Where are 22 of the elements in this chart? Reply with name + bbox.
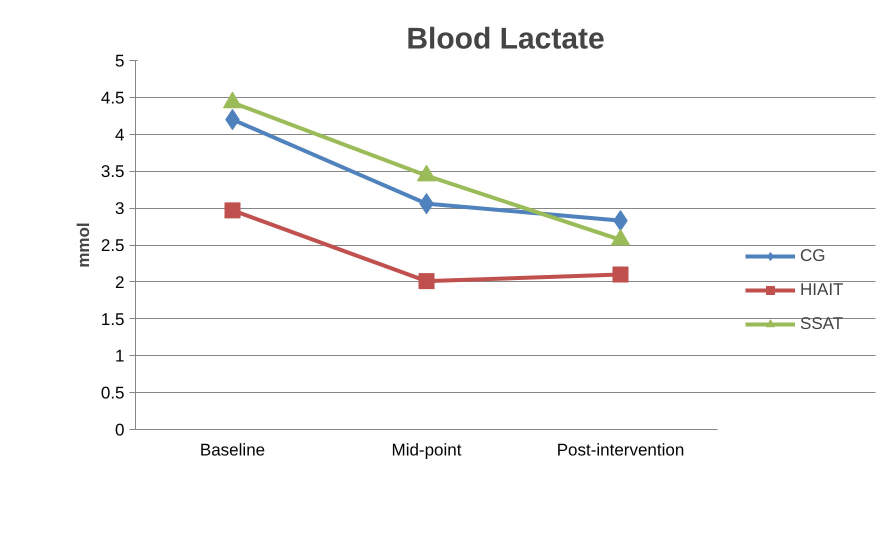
y-tick-label: 3.5 xyxy=(100,162,125,182)
y-tick-label: 5 xyxy=(115,52,125,70)
chart-title: Blood Lactate xyxy=(406,22,605,56)
y-axis-title: mmol xyxy=(74,222,93,268)
point xyxy=(612,266,628,283)
y-tick-label: 4 xyxy=(115,125,125,144)
point xyxy=(418,273,434,290)
y-tick-label: 0 xyxy=(115,420,125,440)
x-tick-label: Mid-point xyxy=(392,440,462,460)
y-tick-label: 1.5 xyxy=(100,310,125,329)
y-tick-label: 2 xyxy=(115,272,125,292)
y-tick-label: 3 xyxy=(115,199,125,218)
x-tick-label: Baseline xyxy=(200,440,266,460)
legend-label: HIAIT xyxy=(800,280,844,300)
legend-label: SSAT xyxy=(800,314,844,334)
y-tick-label: 1 xyxy=(115,346,125,366)
y-tick-label: 2.5 xyxy=(100,236,125,255)
legend-label: CG xyxy=(800,246,826,266)
point xyxy=(224,202,240,218)
x-tick-label: Post-intervention xyxy=(556,440,684,460)
y-tick-label: 0.5 xyxy=(100,384,125,403)
y-tick-label: 4.5 xyxy=(100,88,125,108)
